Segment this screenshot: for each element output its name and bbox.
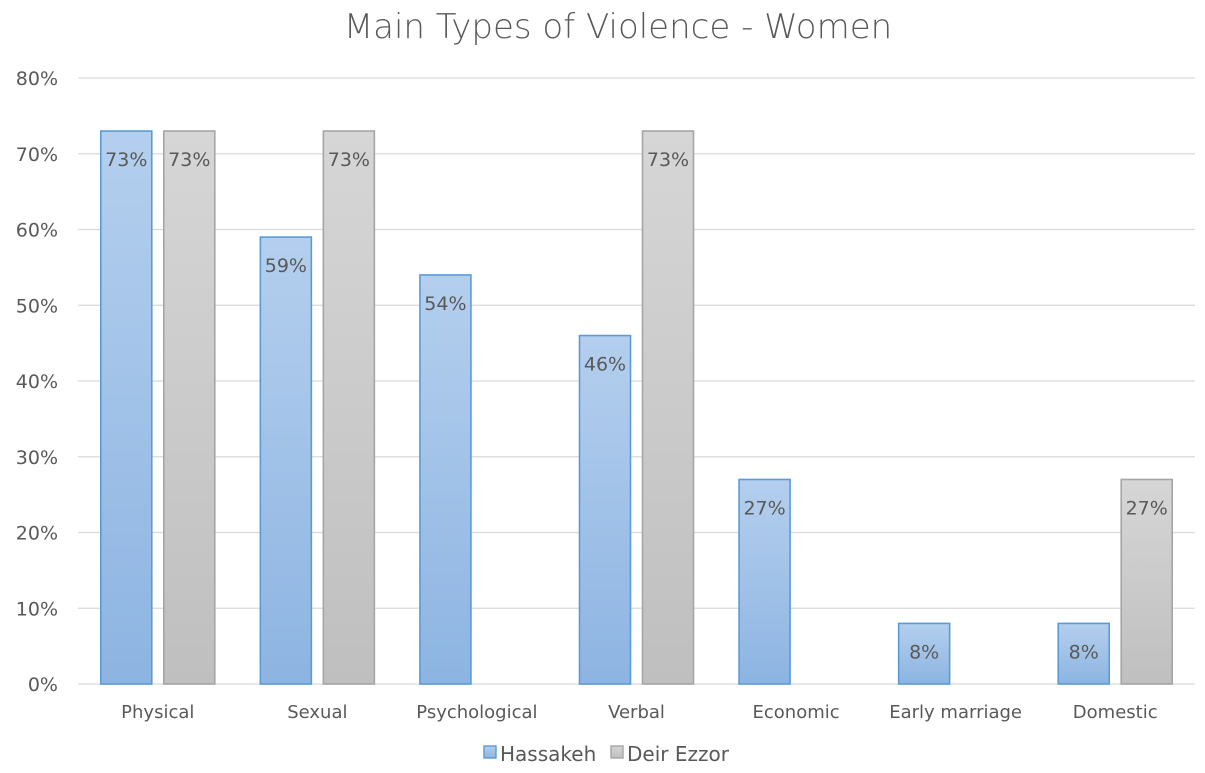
bar-deir-ezzor bbox=[1120, 478, 1174, 685]
data-labels: 73% 73% 59% 73% 54% 46% 73% 27% 8% 8% 27% bbox=[105, 149, 1168, 663]
legend-label: Hassakeh bbox=[500, 742, 596, 766]
x-category-label: Sexual bbox=[287, 702, 347, 723]
bar-deir-ezzor bbox=[162, 130, 216, 685]
bar-hassakeh bbox=[419, 274, 472, 685]
x-axis-categories: Physical Sexual Psychological Verbal Economi… bbox=[121, 702, 1157, 723]
x-category-label: Psychological bbox=[416, 702, 537, 723]
data-label: 73% bbox=[168, 149, 210, 171]
y-tick-label: 80% bbox=[16, 68, 58, 90]
bars bbox=[99, 130, 1174, 685]
bar-deir-ezzor bbox=[641, 130, 695, 685]
data-label: 46% bbox=[584, 354, 626, 376]
legend-swatch bbox=[610, 745, 624, 759]
x-category-label: Verbal bbox=[608, 702, 665, 723]
x-category-label: Economic bbox=[753, 702, 840, 723]
data-label: 59% bbox=[265, 255, 307, 277]
y-axis-ticks: 0% 10% 20% 30% 40% 50% 60% 70% 80% bbox=[16, 68, 58, 696]
x-category-label: Physical bbox=[121, 702, 194, 723]
y-tick-label: 30% bbox=[16, 447, 58, 469]
data-label: 73% bbox=[105, 149, 147, 171]
data-label: 8% bbox=[1069, 641, 1099, 663]
y-tick-label: 40% bbox=[16, 371, 58, 393]
bar-hassakeh bbox=[1057, 622, 1111, 685]
data-label: 27% bbox=[1126, 497, 1168, 519]
data-label: 8% bbox=[909, 641, 939, 663]
gridlines bbox=[78, 77, 1195, 685]
y-tick-label: 60% bbox=[16, 220, 58, 242]
legend-swatch bbox=[483, 745, 497, 759]
data-label: 73% bbox=[328, 149, 370, 171]
bar-hassakeh bbox=[578, 334, 632, 685]
bar-hassakeh bbox=[259, 236, 313, 685]
bar-hassakeh bbox=[99, 130, 153, 685]
data-label: 27% bbox=[743, 497, 785, 519]
x-category-label: Early marriage bbox=[889, 702, 1022, 723]
data-label: 54% bbox=[424, 293, 466, 315]
legend-label: Deir Ezzor bbox=[627, 742, 730, 766]
y-tick-label: 20% bbox=[16, 523, 58, 545]
x-category-label: Domestic bbox=[1073, 702, 1158, 723]
chart-title: Main Types of Violence - Women bbox=[344, 7, 892, 47]
y-tick-label: 10% bbox=[16, 598, 58, 620]
data-label: 73% bbox=[647, 149, 689, 171]
y-tick-label: 50% bbox=[16, 295, 58, 317]
y-tick-label: 0% bbox=[28, 674, 58, 696]
bar-deir-ezzor bbox=[322, 130, 376, 685]
y-tick-label: 70% bbox=[16, 144, 58, 166]
bar-hassakeh bbox=[738, 478, 791, 685]
bar-hassakeh bbox=[897, 622, 951, 685]
legend: Hassakeh Deir Ezzor bbox=[483, 742, 730, 766]
